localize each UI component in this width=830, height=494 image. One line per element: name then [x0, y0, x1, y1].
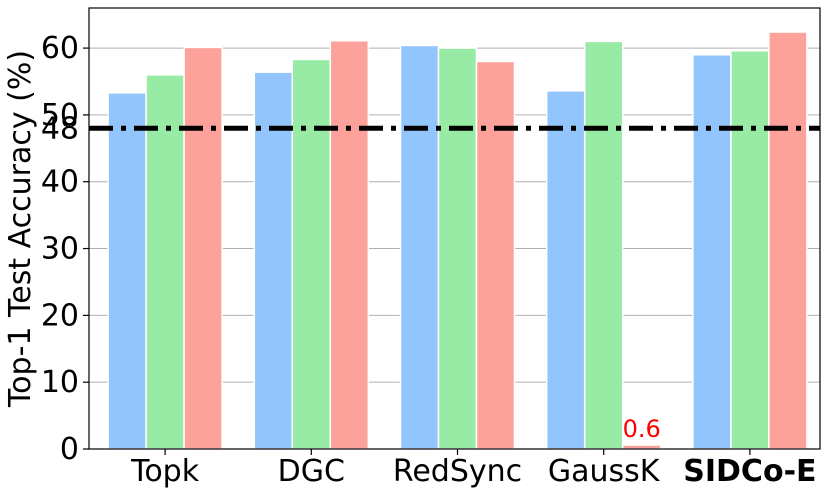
- bar: [329, 39, 370, 450]
- plot-frame: [88, 7, 821, 450]
- x-tick-label: DGC: [278, 454, 345, 489]
- bar: [621, 444, 662, 450]
- bar: [692, 54, 732, 450]
- bar: [475, 60, 516, 450]
- y-tick-label: 50: [41, 98, 79, 133]
- bar: [583, 40, 624, 450]
- reference-line: 48: [41, 111, 820, 146]
- x-tick-label: Topk: [130, 454, 200, 489]
- bar-value-annotation: 0.6: [623, 415, 661, 443]
- x-axis-ticks: Topk DGC RedSync GaussK SIDCo-E: [130, 449, 817, 489]
- y-tick-label: 0: [60, 432, 79, 467]
- y-axis-label: Top-1 Test Accuracy (%): [3, 50, 38, 408]
- bar: [399, 44, 440, 450]
- y-axis-ticks: 0 10 20 30 40 50 60: [41, 31, 89, 467]
- bars: [107, 31, 808, 450]
- y-tick-label: 40: [41, 165, 79, 200]
- annotations: 0.6: [623, 415, 661, 443]
- bar: [768, 31, 808, 450]
- bar: [183, 46, 223, 450]
- y-tick-label: 10: [41, 365, 79, 400]
- y-tick-label: 30: [41, 232, 79, 267]
- bar: [145, 74, 185, 450]
- x-tick-label: RedSync: [393, 454, 522, 489]
- bar: [437, 47, 478, 450]
- reference-line-label: 48: [41, 111, 79, 146]
- y-tick-label: 20: [41, 298, 79, 333]
- bar: [545, 90, 586, 450]
- bar: [730, 50, 770, 450]
- y-tick-label: 60: [41, 31, 79, 66]
- x-tick-label: GaussK: [548, 454, 661, 489]
- bar: [291, 58, 332, 450]
- x-tick-label: SIDCo-E: [683, 454, 816, 489]
- bar: [107, 92, 147, 450]
